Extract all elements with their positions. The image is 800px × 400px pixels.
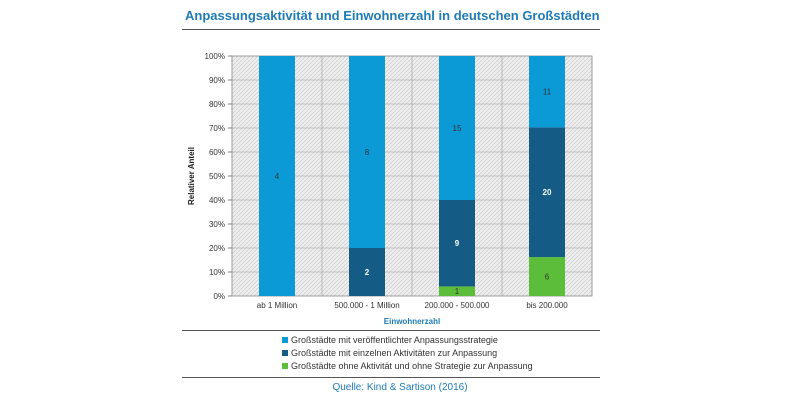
bar-segment [439,56,475,200]
data-label: 1 [455,287,460,296]
y-axis: 0% 10% 20% 30% 40% 50% 60% 70% 80% 90% 100% [205,52,232,301]
legend-item: Großstädte mit einzelnen Aktivitäten zur… [282,346,533,359]
data-label: 15 [453,124,462,133]
y-tick-label: 30% [209,220,225,229]
y-tick-label: 40% [209,196,225,205]
legend-swatch [282,349,288,356]
legend-swatch [282,362,288,369]
bar-segment [529,257,565,296]
data-label: 11 [543,88,552,97]
y-tick-label: 100% [205,52,225,61]
x-axis: ab 1 Million 500.000 - 1 Million 200.000 -… [257,301,568,310]
bar-segment [349,248,385,296]
source-note: Quelle: Kind & Sartison (2016) [332,382,468,393]
x-tick-label: 200.000 - 500.000 [425,301,490,310]
y-tick-label: 10% [209,268,225,277]
bar-segment [349,56,385,248]
bottom-rule [182,377,600,378]
chart-title: Anpassungsaktivität und Einwohnerzahl in… [185,8,600,23]
top-rule [182,29,600,30]
chart-area: 4 2 8 1 9 15 6 20 11 0% 10% 20% 30% 40% 50% 60% 70% 80% 9… [182,40,600,340]
bars: 4 2 8 1 9 15 6 20 11 [259,56,565,296]
stacked-bar-chart: 4 2 8 1 9 15 6 20 11 0% 10% 20% 30% 40% 50% 60% 70% 80% 9… [187,52,593,326]
x-tick-label: bis 200.000 [526,301,568,310]
y-tick-label: 50% [209,172,225,181]
legend-label: Großstädte ohne Aktivität und ohne Strat… [291,360,533,371]
legend-label: Großstädte mit veröffentlichter Anpassun… [291,334,498,345]
y-tick-label: 20% [209,244,225,253]
y-tick-label: 70% [209,124,225,133]
legend: Großstädte mit veröffentlichter Anpassun… [282,333,533,372]
x-tick-label: ab 1 Million [257,301,297,310]
data-label: 20 [543,188,552,197]
data-label: 9 [455,239,460,248]
data-label: 6 [545,273,550,282]
bar-segment [259,56,295,296]
y-tick-label: 0% [213,292,225,301]
bar-segment [529,127,565,258]
y-axis-title: Relativer Anteil [187,147,196,205]
y-tick-label: 90% [209,76,225,85]
legend-top-rule [182,330,600,331]
legend-label: Großstädte mit einzelnen Aktivitäten zur… [291,347,498,358]
data-label: 2 [365,268,370,277]
legend-item: Großstädte mit veröffentlichter Anpassun… [282,333,533,346]
bar-segment [439,286,475,296]
x-tick-label: 500.000 - 1 Million [334,301,399,310]
bar-segment [529,56,565,128]
data-label: 4 [275,172,280,181]
y-tick-label: 80% [209,100,225,109]
legend-swatch [282,336,288,343]
bar-segment [439,200,475,287]
y-tick-label: 60% [209,148,225,157]
legend-item: Großstädte ohne Aktivität und ohne Strat… [282,359,533,372]
data-label: 8 [365,148,370,157]
x-axis-title: Einwohnerzahl [384,317,440,326]
